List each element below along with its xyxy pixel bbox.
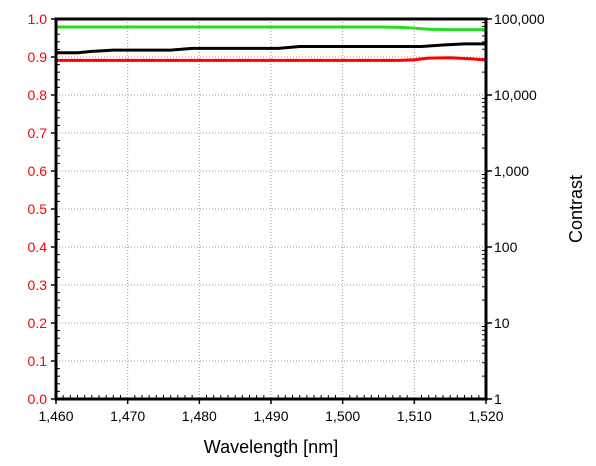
- y2-tick-label: 10,000: [494, 87, 537, 103]
- y-tick-label: 0.3: [28, 277, 48, 293]
- y-right-axis-label: Contrast: [566, 175, 586, 243]
- x-tick-label: 1,500: [325, 408, 360, 424]
- y2-tick-label: 100: [494, 239, 518, 255]
- x-tick-label: 1,520: [468, 408, 503, 424]
- data-series: [56, 25, 487, 62]
- x-axis-ticks: 1,460 1,470 1,480 1,490 1,500 1,510 1,520: [38, 395, 504, 424]
- y-left-axis-ticks: 0.0 0.1 0.2 0.3 0.4 0.5 0.6 0.7 0.8 0.9 1.0: [28, 11, 60, 407]
- y2-tick-label: 1,000: [494, 163, 529, 179]
- series-line-2: [56, 56, 487, 62]
- y-tick-label: 0.5: [28, 201, 48, 217]
- x-tick-label: 1,490: [253, 408, 288, 424]
- y-tick-label: 0.0: [28, 391, 48, 407]
- y-right-axis-ticks: 1 10 100 1,000 10,000 100,000: [482, 11, 545, 407]
- grid-lines: [56, 19, 486, 399]
- y-tick-label: 0.8: [28, 87, 48, 103]
- series-line-3: [56, 42, 486, 55]
- x-tick-label: 1,460: [38, 408, 73, 424]
- plot-frame: [54, 17, 488, 401]
- x-tick-label: 1,480: [182, 408, 217, 424]
- y2-tick-label: 1: [494, 391, 502, 407]
- y-tick-label: 0.4: [28, 239, 48, 255]
- x-axis-label: Wavelength [nm]: [204, 437, 338, 457]
- y-tick-label: 0.6: [28, 163, 48, 179]
- y2-tick-label: 100,000: [494, 11, 545, 27]
- y-tick-label: 0.2: [28, 315, 48, 331]
- x-tick-label: 1,510: [397, 408, 432, 424]
- y-tick-label: 0.9: [28, 49, 48, 65]
- x-tick-label: 1,470: [110, 408, 145, 424]
- y-tick-label: 0.7: [28, 125, 48, 141]
- series-line-1: [56, 25, 486, 32]
- y-tick-label: 1.0: [28, 11, 48, 27]
- y-tick-label: 0.1: [28, 353, 48, 369]
- y2-tick-label: 10: [494, 315, 510, 331]
